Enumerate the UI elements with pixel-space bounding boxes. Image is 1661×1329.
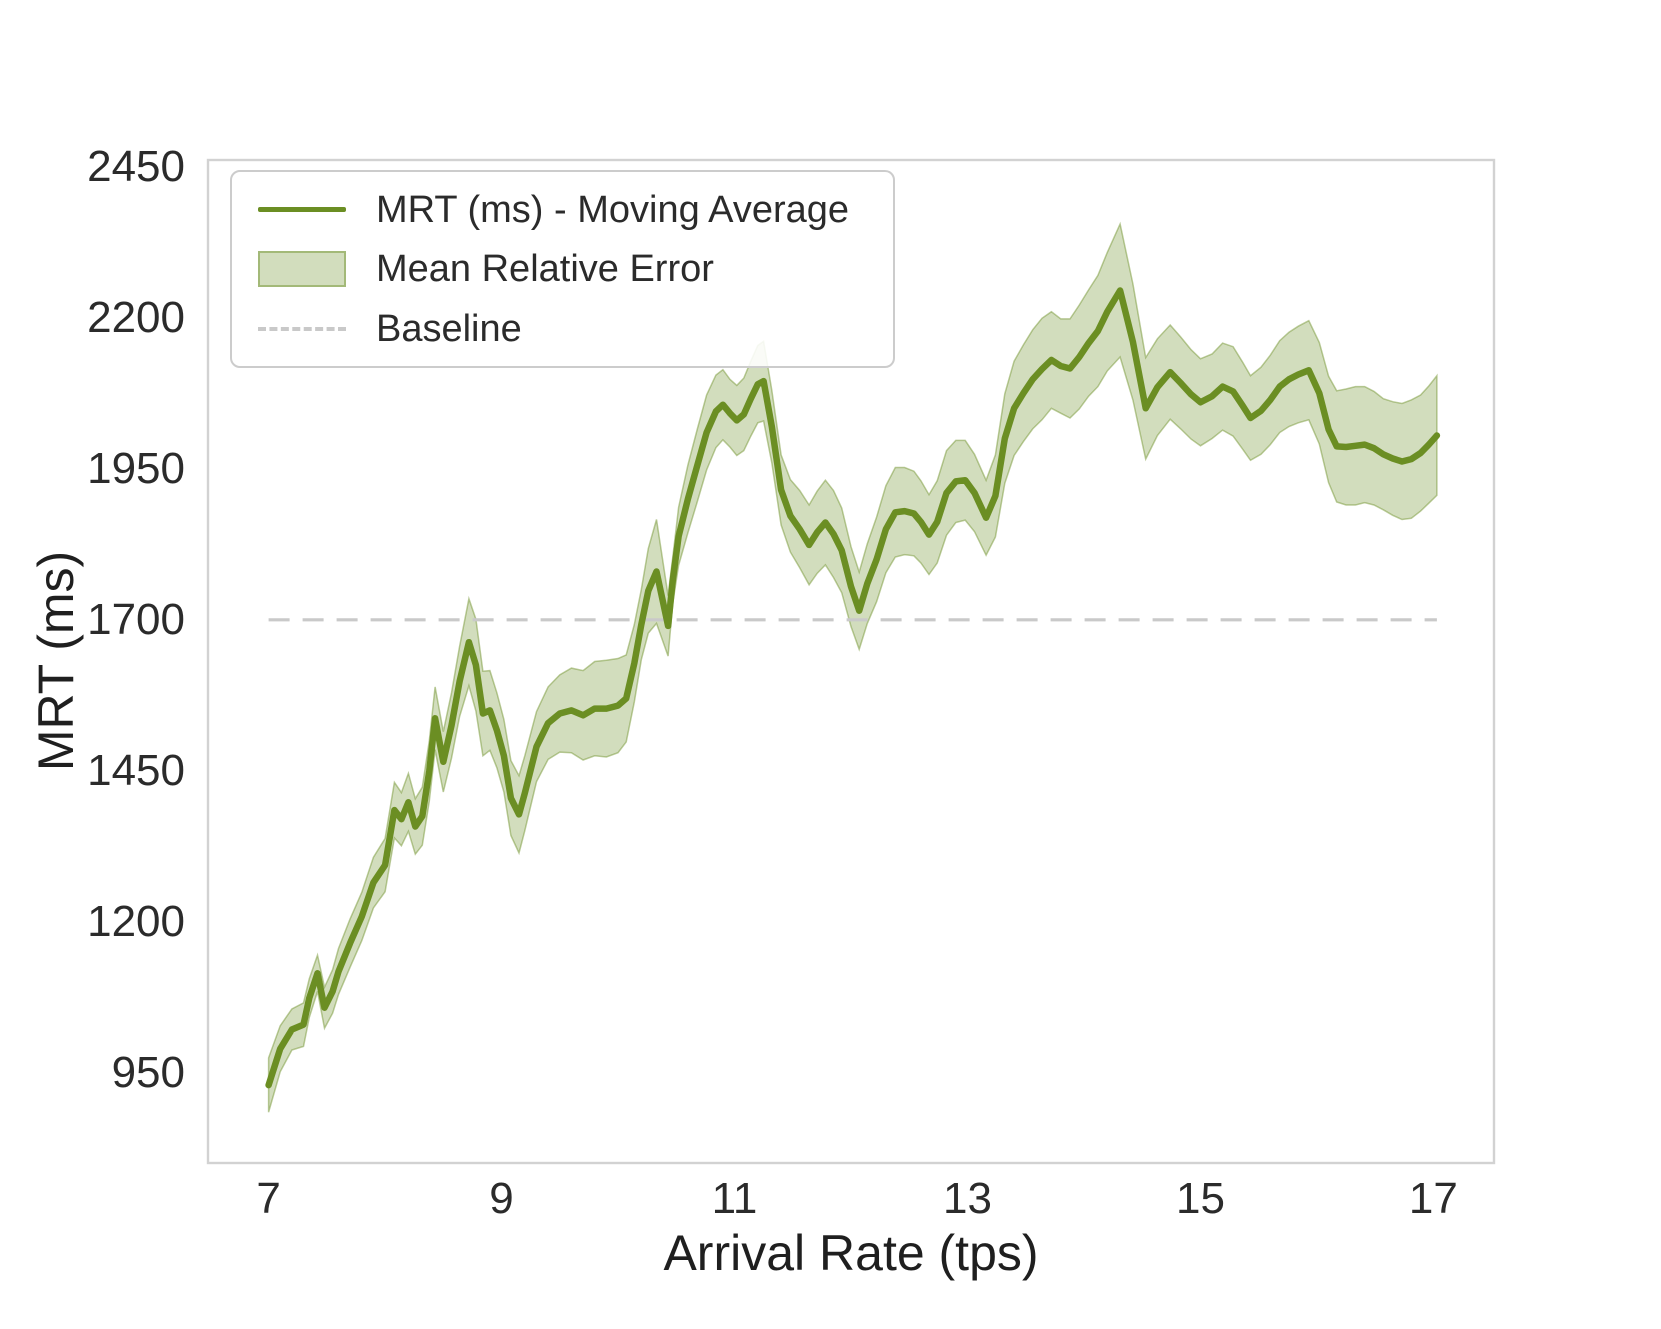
x-tick-label: 9 xyxy=(489,1174,514,1223)
legend-label: Baseline xyxy=(376,307,522,350)
x-tick-label: 15 xyxy=(1176,1174,1225,1223)
legend-item-moving-average: MRT (ms) - Moving Average xyxy=(232,182,893,238)
y-tick-label: 2450 xyxy=(87,141,185,191)
x-axis-title: Arrival Rate (tps) xyxy=(663,1225,1039,1281)
x-tick-label: 11 xyxy=(711,1174,758,1223)
y-tick-label: 1950 xyxy=(87,443,185,493)
legend-label: MRT (ms) - Moving Average xyxy=(376,188,850,231)
legend-line-swatch-icon xyxy=(258,207,346,212)
legend-band-swatch-icon xyxy=(258,251,346,287)
y-tick-label: 1200 xyxy=(87,896,185,946)
y-tick-label: 950 xyxy=(111,1048,185,1097)
y-tick-label: 2200 xyxy=(87,292,185,342)
legend-label: Mean Relative Error xyxy=(376,248,714,290)
y-tick-label: 1700 xyxy=(87,594,185,644)
error-band xyxy=(267,221,1438,1113)
legend-dashed-swatch-icon xyxy=(258,326,346,331)
moving-average-line xyxy=(265,287,1441,1089)
plot-area-border xyxy=(206,158,1496,1165)
y-axis-title: MRT (ms) xyxy=(28,550,84,772)
legend-item-baseline: Baseline xyxy=(232,301,893,357)
x-tick-label: 17 xyxy=(1408,1174,1458,1223)
legend-item-mean-relative-error: Mean Relative Error xyxy=(232,241,893,297)
x-tick-label: 13 xyxy=(943,1174,992,1223)
x-tick-label: 7 xyxy=(256,1174,281,1223)
y-tick-label: 1450 xyxy=(87,745,185,795)
legend-box: MRT (ms) - Moving Average Mean Relative … xyxy=(230,170,895,368)
